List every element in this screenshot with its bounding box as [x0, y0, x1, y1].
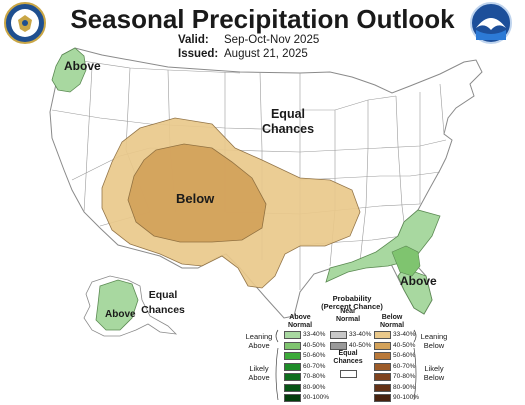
- noaa-bird-icon: [476, 18, 506, 40]
- leaning-above-line2: Above: [248, 341, 270, 350]
- probability-legend: Probability (Percent Chance) Above Norma…: [242, 292, 525, 405]
- col-near-line1: Near: [340, 308, 356, 315]
- legend-near-swatch: [330, 331, 347, 339]
- alaska-equal-line2: Chances: [141, 304, 185, 316]
- legend-below-label: 50-60%: [393, 352, 416, 359]
- label-below: Below: [176, 191, 215, 206]
- above-region-alaska: [95, 279, 139, 331]
- legend-below-swatch: [374, 373, 391, 381]
- legend-above-label: 60-70%: [303, 362, 326, 370]
- legend-above-label: 40-50%: [303, 341, 326, 349]
- col-below-line2: Normal: [379, 322, 405, 329]
- valid-label: Valid:: [178, 34, 209, 46]
- legend-title: Probability (Percent Chance): [302, 295, 402, 311]
- legend-near-swatch: [330, 341, 347, 350]
- legend-likely-below: Likely Below: [416, 364, 452, 382]
- legend-below-swatch: [374, 383, 391, 392]
- legend-title-line1: Probability: [332, 294, 372, 303]
- legend-above-swatch: [284, 362, 301, 371]
- label-above-northwest: Above: [64, 59, 101, 73]
- legend-brackets: [275, 329, 417, 401]
- below-region-dark: [127, 143, 267, 243]
- legend-above-label: 70-80%: [303, 373, 326, 380]
- legend-below-label: 33-40%: [393, 331, 416, 338]
- legend-above-swatch: [284, 352, 301, 360]
- above-region-northwest: [51, 47, 87, 93]
- legend-equal-chances: Equal Chances: [328, 350, 368, 366]
- legend-below-swatch: [374, 362, 391, 371]
- legend-above-swatch: [284, 373, 301, 381]
- legend-col-below: Below Normal: [370, 314, 414, 330]
- legend-below-swatch: [374, 341, 391, 350]
- likely-below-line2: Below: [423, 373, 445, 382]
- legend-above-swatch: [284, 341, 301, 350]
- legend-below-label: 70-80%: [393, 373, 416, 380]
- noaa-logo-icon: [470, 2, 512, 44]
- legend-near-label: 40-50%: [349, 341, 372, 349]
- issued-value: August 21, 2025: [224, 48, 308, 60]
- valid-value: Sep-Oct-Nov 2025: [224, 34, 320, 46]
- label-above-southeast: Above: [400, 274, 437, 288]
- equal-chances-line2: Chances: [261, 122, 315, 136]
- legend-leaning-above: Leaning Above: [242, 332, 276, 350]
- legend-below-label: 40-50%: [393, 341, 416, 349]
- legend-above-label: 80-90%: [303, 383, 326, 391]
- equal-chances-line1: Equal: [270, 107, 306, 121]
- legend-below-label: 60-70%: [393, 362, 416, 370]
- label-equal-chances-main: Equal Chances: [257, 107, 319, 137]
- legend-equal-line1: Equal: [338, 350, 358, 357]
- leaning-above-line1: Leaning: [245, 332, 273, 341]
- seal-emblem-icon: [11, 9, 39, 37]
- validity-info: Valid: Sep-Oct-Nov 2025 Issued: August 21,…: [178, 33, 319, 61]
- col-above-line2: Normal: [287, 322, 313, 329]
- page-title: Seasonal Precipitation Outlook: [70, 4, 455, 34]
- legend-equal-chances-swatch: [340, 370, 357, 378]
- legend-below-swatch: [374, 331, 391, 339]
- legend-equal-line2: Chances: [333, 358, 363, 365]
- legend-likely-above: Likely Above: [242, 364, 276, 382]
- legend-col-near: Near Normal: [326, 308, 370, 324]
- leaning-below-line2: Below: [423, 341, 445, 350]
- above-region-southeast-dark: [391, 245, 421, 277]
- legend-title-line2: (Percent Chance): [321, 302, 383, 311]
- alaska-equal-line1: Equal: [148, 289, 178, 301]
- label-above-alaska: Above: [105, 309, 136, 320]
- legend-above-swatch: [284, 394, 301, 402]
- legend-above-swatch: [284, 331, 301, 339]
- col-below-line1: Below: [381, 314, 403, 321]
- col-above-line1: Above: [289, 314, 311, 321]
- col-near-line2: Normal: [335, 316, 361, 323]
- legend-above-label: 50-60%: [303, 352, 326, 359]
- likely-above-line2: Above: [248, 373, 270, 382]
- legend-below-label: 90-100%: [393, 394, 420, 401]
- legend-above-swatch: [284, 383, 301, 392]
- legend-below-swatch: [374, 394, 391, 402]
- likely-above-line1: Likely: [249, 364, 269, 373]
- leaning-below-line1: Leaning: [420, 332, 448, 341]
- doc-seal-icon: [4, 2, 46, 44]
- legend-col-above: Above Normal: [278, 314, 322, 330]
- issued-label: Issued:: [178, 48, 219, 60]
- label-equal-chances-alaska: Equal Chances: [140, 288, 186, 318]
- legend-below-label: 80-90%: [393, 383, 416, 391]
- legend-below-swatch: [374, 352, 391, 360]
- legend-above-label: 33-40%: [303, 331, 326, 338]
- legend-above-label: 90-100%: [303, 394, 330, 401]
- legend-leaning-below: Leaning Below: [416, 332, 452, 350]
- legend-near-label: 33-40%: [349, 331, 372, 338]
- likely-below-line1: Likely: [424, 364, 444, 373]
